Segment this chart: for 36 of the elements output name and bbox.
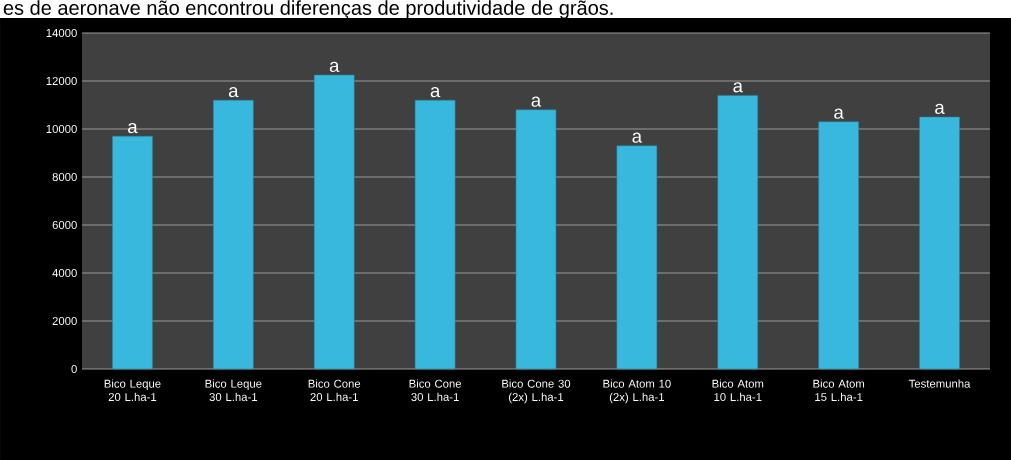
x-tick-label: Bico Cone 30 L.ha-1 <box>409 379 462 402</box>
x-tick-label: Bico Leque 30 L.ha-1 <box>205 379 262 402</box>
y-tick-label: 2000 <box>52 316 77 325</box>
x-tick-label: Bico Leque 20 L.ha-1 <box>104 379 161 402</box>
x-tick-label: Bico Atom 15 L.ha-1 <box>813 379 865 402</box>
y-tick-label: 8000 <box>52 172 77 181</box>
bar <box>414 99 456 370</box>
y-tick-label: 10000 <box>46 124 77 133</box>
data-label: a <box>935 103 945 115</box>
data-label: a <box>128 123 138 134</box>
y-tick-label: 12000 <box>46 76 77 85</box>
bar <box>616 145 658 370</box>
y-tick-label: 14000 <box>46 28 77 37</box>
x-tick-label: Bico Atom 10 (2x) L.ha-1 <box>603 379 671 404</box>
y-tick-label: 0 <box>71 364 77 373</box>
bar <box>515 109 557 370</box>
y-tick-label: 6000 <box>52 220 77 229</box>
x-tick-label: Bico Cone 30 (2x) L.ha-1 <box>502 379 571 404</box>
y-tick-label: 4000 <box>52 268 77 277</box>
x-tick-label: Bico Atom 10 L.ha-1 <box>712 379 764 402</box>
data-label: a <box>531 96 542 107</box>
bar <box>112 135 153 370</box>
data-label: a <box>329 61 340 73</box>
bar <box>818 121 859 370</box>
bar <box>313 74 355 370</box>
bar <box>919 116 960 370</box>
data-label: a <box>834 108 844 119</box>
x-tick-label: Testemunha <box>908 379 971 388</box>
bar <box>717 95 759 370</box>
chart-title: es de aeronave não encontrou diferenças de produtividade de grãos. <box>3 0 613 19</box>
data-label: a <box>228 87 239 98</box>
bar <box>213 99 254 370</box>
x-tick-label: Bico Cone 20 L.ha-1 <box>308 379 361 402</box>
data-label: a <box>733 82 743 93</box>
data-label: a <box>632 132 643 143</box>
data-label: a <box>430 87 441 98</box>
